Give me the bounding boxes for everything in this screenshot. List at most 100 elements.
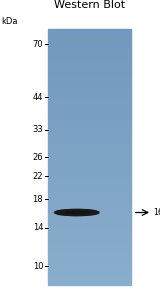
Bar [48,279,131,282]
Bar [48,182,131,185]
Bar [48,157,131,159]
Bar [48,90,131,93]
Bar [48,113,131,116]
Bar [48,198,131,200]
Bar [48,208,131,210]
Bar [48,282,131,285]
Bar [48,251,131,254]
Ellipse shape [57,210,97,215]
Bar [48,205,131,208]
Bar [48,249,131,251]
Bar [48,228,131,231]
Bar [48,106,131,108]
Ellipse shape [64,211,89,214]
Bar [48,139,131,141]
Bar [48,213,131,216]
Bar [48,67,131,70]
Text: 33: 33 [32,125,43,134]
Text: 22: 22 [33,172,43,181]
Bar [48,162,131,164]
Bar [48,234,131,236]
Bar [48,116,131,118]
Bar [48,39,131,42]
Bar [48,149,131,152]
Bar [48,231,131,234]
Bar [48,70,131,72]
Bar [48,264,131,267]
Bar [48,75,131,77]
Bar [48,29,131,32]
Text: 26: 26 [33,153,43,162]
Bar [48,44,131,47]
Bar [48,144,131,147]
Ellipse shape [58,210,96,215]
Bar [48,85,131,88]
Bar [48,262,131,264]
Bar [48,154,131,157]
Bar [48,175,131,177]
Bar [48,111,131,113]
Ellipse shape [63,211,91,214]
Bar [48,136,131,139]
Ellipse shape [58,210,95,215]
Bar [48,188,131,190]
Bar [48,226,131,228]
Bar [48,123,131,126]
Text: Western Blot: Western Blot [54,0,125,10]
Bar [48,190,131,192]
Bar [48,246,131,249]
Bar [48,42,131,44]
Bar [48,54,131,57]
Bar [48,241,131,244]
Bar [48,62,131,65]
Bar [48,37,131,39]
Bar [48,118,131,121]
Bar [48,129,131,131]
Bar [48,210,131,213]
Bar [48,257,131,259]
Bar [48,95,131,98]
Bar [48,147,131,149]
Bar [48,203,131,205]
Bar [48,77,131,80]
Text: 16kDa: 16kDa [154,208,160,217]
Ellipse shape [63,211,90,214]
Bar [48,267,131,269]
Bar [48,269,131,272]
Text: 18: 18 [33,194,43,203]
Ellipse shape [54,209,99,216]
Text: 44: 44 [33,92,43,102]
Bar [48,236,131,239]
Ellipse shape [62,211,92,214]
Bar [48,192,131,195]
Bar [48,57,131,60]
Bar [48,239,131,241]
Bar [48,101,131,103]
Bar [48,185,131,188]
Bar [48,80,131,83]
Bar [48,83,131,85]
Bar [48,254,131,257]
Ellipse shape [60,211,93,214]
Bar [48,221,131,223]
Ellipse shape [61,211,93,214]
Ellipse shape [59,210,94,215]
Bar [48,134,131,136]
Bar [48,259,131,262]
Bar [48,216,131,218]
Bar [48,141,131,144]
Bar [48,172,131,175]
Bar [48,108,131,111]
Bar [48,164,131,167]
Bar [48,195,131,198]
Bar [48,200,131,203]
Bar [48,60,131,62]
Bar [48,34,131,37]
Text: 14: 14 [33,223,43,232]
Bar [48,272,131,275]
Bar [48,52,131,54]
Bar [48,159,131,162]
Ellipse shape [56,210,98,215]
Bar [48,223,131,226]
Bar [48,98,131,101]
